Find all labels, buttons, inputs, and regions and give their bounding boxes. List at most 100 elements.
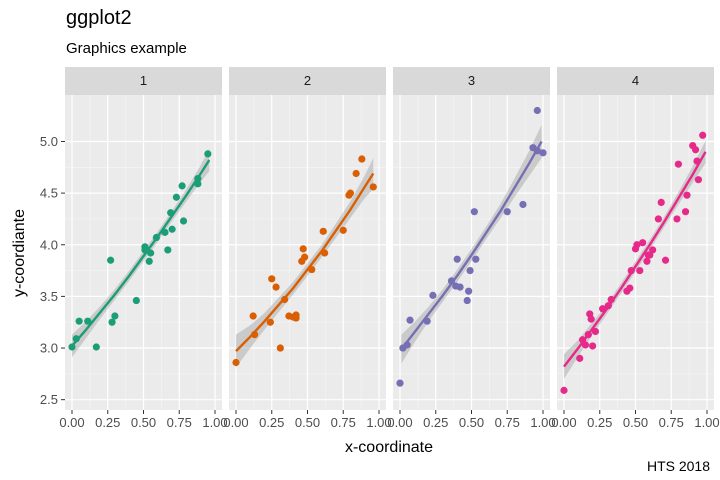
facet-strip-label: 3 bbox=[468, 73, 475, 88]
facet-strip bbox=[557, 67, 714, 95]
y-tick-label: 3.0 bbox=[40, 341, 58, 356]
data-point bbox=[654, 215, 662, 223]
facet-strip-label: 2 bbox=[304, 73, 311, 88]
x-tick-label: 0.75 bbox=[495, 415, 520, 430]
data-point bbox=[560, 386, 568, 394]
x-tick-label: 0.25 bbox=[423, 415, 448, 430]
data-point bbox=[503, 208, 511, 216]
facet-strip-label: 1 bbox=[140, 73, 147, 88]
data-point bbox=[396, 379, 404, 387]
data-point bbox=[643, 257, 651, 265]
data-point bbox=[587, 315, 595, 323]
data-point bbox=[636, 266, 644, 275]
data-point bbox=[266, 318, 274, 326]
x-tick-label: 0.25 bbox=[95, 415, 120, 430]
facet-strip bbox=[229, 67, 386, 95]
y-axis-title: y-coordiante bbox=[11, 209, 28, 297]
y-tick-label: 2.5 bbox=[40, 392, 58, 407]
data-point bbox=[673, 215, 681, 223]
data-point bbox=[249, 312, 257, 320]
data-point bbox=[172, 193, 180, 201]
facet-panel-3: 3 0.00 0.25 0.50 0.75 1.00 bbox=[387, 67, 556, 430]
facet-strip bbox=[65, 67, 222, 95]
x-tick-label: 0.25 bbox=[587, 415, 612, 430]
data-point bbox=[699, 131, 707, 139]
x-tick-label: 0.00 bbox=[59, 415, 84, 430]
data-point bbox=[470, 208, 478, 216]
x-axis-title: x-coordinate bbox=[345, 439, 433, 456]
data-point bbox=[178, 182, 186, 190]
data-point bbox=[164, 246, 172, 254]
facet-panel-2: 2 0.00 0.25 0.50 0.75 1.00 bbox=[223, 67, 392, 430]
data-point bbox=[649, 246, 657, 254]
data-point bbox=[92, 343, 100, 351]
data-point bbox=[299, 245, 307, 253]
data-point bbox=[463, 296, 471, 305]
x-tick-label: 0.00 bbox=[223, 415, 248, 430]
data-point bbox=[145, 257, 153, 265]
x-tick-label: 1.00 bbox=[530, 415, 555, 430]
data-point bbox=[232, 358, 240, 367]
x-tick-label: 1.00 bbox=[694, 415, 719, 430]
x-tick-label: 1.00 bbox=[366, 415, 391, 430]
data-point bbox=[581, 341, 590, 349]
y-tick-label: 5.0 bbox=[40, 134, 58, 149]
x-tick-label: 0.50 bbox=[623, 415, 648, 430]
data-point bbox=[352, 169, 360, 178]
data-point bbox=[111, 312, 119, 320]
y-tick-label: 3.5 bbox=[40, 289, 58, 304]
x-tick-label: 0.50 bbox=[131, 415, 156, 430]
data-point bbox=[268, 275, 276, 283]
x-tick-label: 0.75 bbox=[331, 415, 356, 430]
data-point bbox=[276, 344, 284, 352]
data-point bbox=[369, 183, 377, 191]
data-point bbox=[108, 318, 116, 326]
x-tick-label: 0.75 bbox=[659, 415, 684, 430]
x-tick-label: 0.50 bbox=[295, 415, 320, 430]
data-point bbox=[691, 146, 700, 154]
data-point bbox=[456, 283, 464, 291]
data-point bbox=[694, 176, 703, 184]
data-point bbox=[633, 241, 641, 249]
smooth-fit-line bbox=[71, 159, 211, 347]
data-point bbox=[465, 287, 473, 295]
chart-subtitle: Graphics example bbox=[66, 40, 187, 57]
data-point bbox=[539, 149, 547, 157]
data-point bbox=[292, 314, 300, 322]
data-point bbox=[626, 284, 634, 292]
facet-panels: 1 0.00 0.25 0.50 0.75 1.00 2 0.00 0.25 0.50 0.75 1.… bbox=[59, 67, 720, 430]
data-point bbox=[168, 225, 176, 233]
data-point bbox=[301, 253, 309, 261]
data-point bbox=[107, 256, 115, 264]
data-point bbox=[681, 208, 690, 216]
facet-strip-label: 4 bbox=[632, 73, 639, 88]
facet-strip bbox=[393, 67, 550, 95]
x-tick-label: 0.25 bbox=[259, 415, 284, 430]
data-point bbox=[683, 191, 691, 199]
x-tick-label: 0.50 bbox=[459, 415, 484, 430]
data-point bbox=[358, 155, 366, 163]
x-tick-label: 1.00 bbox=[202, 415, 227, 430]
x-tick-label: 0.00 bbox=[551, 415, 576, 430]
data-point bbox=[519, 200, 527, 209]
data-point bbox=[639, 239, 647, 247]
x-tick-label: 0.00 bbox=[387, 415, 412, 430]
data-point bbox=[319, 227, 327, 235]
smooth-fit-line bbox=[235, 172, 375, 352]
data-point bbox=[472, 255, 480, 263]
data-point bbox=[674, 160, 683, 168]
data-point bbox=[576, 354, 584, 362]
data-point bbox=[84, 317, 92, 325]
smooth-fit-line bbox=[563, 151, 707, 368]
x-tick-label: 0.75 bbox=[167, 415, 192, 430]
data-point bbox=[533, 106, 541, 115]
data-point bbox=[657, 198, 665, 207]
chart-title: ggplot2 bbox=[66, 7, 132, 29]
data-point bbox=[132, 296, 140, 305]
data-point bbox=[147, 249, 155, 257]
data-point bbox=[346, 189, 354, 197]
y-tick-label: 4.0 bbox=[40, 237, 58, 252]
data-point bbox=[591, 327, 600, 336]
data-point bbox=[466, 266, 474, 275]
data-point bbox=[339, 226, 347, 234]
